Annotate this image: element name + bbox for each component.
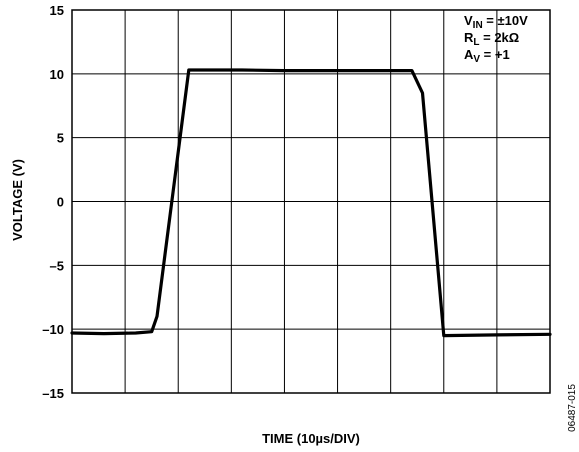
plot-frame [71, 9, 551, 394]
annotation-rl-value: = 2kΩ [480, 30, 520, 45]
annotation-vin: VIN = ±10V [464, 13, 528, 31]
waveform-series [70, 68, 552, 338]
legend-annotation: VIN = ±10V RL = 2kΩ AV = +1 [464, 13, 528, 65]
y-tick-label: –5 [50, 258, 64, 273]
y-tick-label: 10 [50, 67, 64, 82]
y-tick-label: 5 [57, 131, 64, 146]
x-axis-title: TIME (10µs/DIV) [262, 431, 360, 446]
y-tick-labels: 15 10 5 0 –5 –10 –15 [42, 3, 64, 401]
annotation-av: AV = +1 [464, 47, 510, 65]
annotation-vin-symbol: V [464, 13, 473, 28]
annotation-rl: RL = 2kΩ [464, 30, 519, 48]
annotation-av-sub: V [473, 54, 480, 65]
annotation-av-value: = +1 [480, 47, 510, 62]
gridlines [72, 10, 550, 393]
annotation-av-symbol: A [464, 47, 474, 62]
y-tick-label: –10 [42, 322, 64, 337]
series-line [70, 68, 552, 338]
y-tick-label: –15 [42, 386, 64, 401]
annotation-vin-sub: IN [473, 20, 483, 31]
figure-id: 06487-015 [567, 384, 578, 432]
annotation-rl-symbol: R [464, 30, 474, 45]
annotation-vin-value: = ±10V [483, 13, 528, 28]
annotation-rl-sub: L [473, 37, 479, 48]
y-axis-title: VOLTAGE (V) [10, 159, 25, 241]
y-tick-label: 15 [50, 3, 64, 18]
y-tick-label: 0 [57, 195, 64, 210]
